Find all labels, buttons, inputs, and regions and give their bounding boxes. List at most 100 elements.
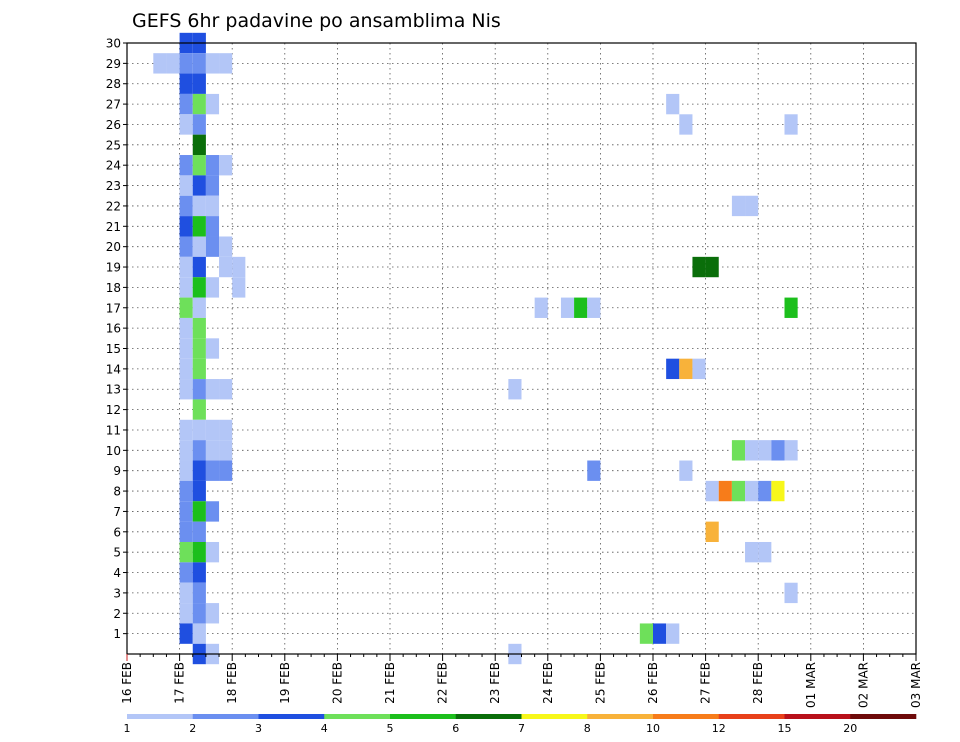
heatmap-cell <box>574 297 588 318</box>
y-tick-label: 6 <box>113 525 121 539</box>
heatmap-cell <box>179 175 193 196</box>
heatmap-cell <box>731 440 746 461</box>
colorbar-swatch <box>784 714 851 719</box>
heatmap-cell <box>179 419 193 441</box>
colorbar-label: 3 <box>255 722 262 735</box>
heatmap-cell <box>179 541 193 563</box>
heatmap-cell <box>192 155 206 176</box>
x-tick-label: 20 FEB <box>330 662 344 704</box>
x-tick-label: 27 FEB <box>699 662 713 704</box>
heatmap-cell <box>205 501 220 522</box>
heatmap-cell <box>192 379 206 400</box>
x-tick-label: 01 MAR <box>804 662 818 708</box>
heatmap-cell <box>179 582 193 604</box>
colorbar-label: 6 <box>452 722 459 735</box>
heatmap-cell <box>179 297 193 318</box>
heatmap-cell <box>153 53 167 74</box>
y-axis: 1234567891011121314151617181920212223242… <box>106 37 127 641</box>
heatmap-cell <box>192 195 206 217</box>
heatmap-cell <box>179 603 193 624</box>
heatmap-cell <box>192 338 206 359</box>
heatmap-cell <box>192 216 206 237</box>
heatmap-cell <box>179 379 193 400</box>
heatmap-cell <box>166 53 180 74</box>
heatmap-cell <box>587 460 601 481</box>
heatmap-cell <box>205 603 220 624</box>
y-tick-label: 30 <box>106 37 121 51</box>
heatmap-cell <box>745 195 759 217</box>
heatmap-cell <box>666 358 680 380</box>
heatmap-cell <box>179 501 193 522</box>
heatmap-cell <box>784 582 798 604</box>
heatmap-cell <box>758 480 772 502</box>
colorbar-label: 12 <box>712 722 726 735</box>
y-tick-label: 18 <box>106 281 121 295</box>
heatmap-cell <box>692 256 706 278</box>
heatmap-cell <box>219 460 233 481</box>
heatmap-cell <box>179 256 193 278</box>
heatmap-cell <box>179 440 193 461</box>
y-tick-label: 5 <box>113 546 121 560</box>
heatmap-cell <box>192 419 206 441</box>
heatmap-cell <box>205 460 220 481</box>
colorbar-label: 20 <box>843 722 857 735</box>
heatmap-cell <box>205 277 220 298</box>
x-tick-label: 21 FEB <box>383 662 397 704</box>
heatmap-cell <box>179 73 193 94</box>
heatmap-cell <box>192 480 206 502</box>
heatmap-cell <box>179 277 193 298</box>
heatmap-cell <box>192 562 206 583</box>
heatmap-cell <box>219 155 233 176</box>
y-tick-label: 19 <box>106 261 121 275</box>
colorbar-label: 15 <box>778 722 792 735</box>
heatmap-cell <box>179 53 193 74</box>
colorbar-legend: 1 2 3 4 5 6 7 8 10 12 15 20 <box>124 714 917 735</box>
heatmap-cell <box>219 440 233 461</box>
heatmap-cell <box>205 419 220 441</box>
heatmap-cell <box>205 93 220 115</box>
heatmap-cell <box>192 460 206 481</box>
heatmap-cell <box>758 440 772 461</box>
x-tick-label: 28 FEB <box>751 662 765 704</box>
heatmap-cell <box>192 317 206 339</box>
heatmap-cell <box>205 338 220 359</box>
heatmap-cell <box>192 541 206 563</box>
heatmap-cell <box>205 379 220 400</box>
colorbar-swatch <box>192 714 259 719</box>
heatmap-cell <box>192 114 206 135</box>
heatmap-cell <box>771 480 785 502</box>
data-cells <box>153 32 798 665</box>
colorbar-swatch <box>587 714 654 719</box>
heatmap-cell <box>587 297 601 318</box>
heatmap-cell <box>205 155 220 176</box>
heatmap-cell <box>192 93 206 115</box>
heatmap-cell <box>192 175 206 196</box>
heatmap-cell <box>179 114 193 135</box>
heatmap-cell <box>745 541 759 563</box>
x-tick-label: 19 FEB <box>278 662 292 704</box>
y-tick-label: 13 <box>106 383 121 397</box>
heatmap-cell <box>784 297 798 318</box>
heatmap-cell <box>192 358 206 380</box>
heatmap-cell <box>534 297 548 318</box>
x-tick-label: 18 FEB <box>225 662 239 704</box>
y-tick-label: 27 <box>106 98 121 112</box>
colorbar-label: 10 <box>646 722 660 735</box>
y-tick-label: 20 <box>106 240 121 254</box>
y-tick-label: 3 <box>113 586 121 600</box>
y-tick-label: 7 <box>113 505 121 519</box>
heatmap-cell <box>718 480 732 502</box>
y-tick-label: 29 <box>106 57 121 71</box>
heatmap-cell <box>192 134 206 156</box>
x-tick-label: 17 FEB <box>173 662 187 704</box>
y-tick-label: 22 <box>106 199 121 213</box>
y-tick-label: 14 <box>106 362 121 376</box>
heatmap-cell <box>179 521 193 542</box>
x-tick-label: 22 FEB <box>436 662 450 704</box>
heatmap-cell <box>666 623 680 644</box>
heatmap-cell <box>731 480 746 502</box>
colorbar-swatch <box>521 714 588 719</box>
heatmap-cell <box>219 256 233 278</box>
heatmap-cell <box>731 195 746 217</box>
heatmap-cell <box>179 623 193 644</box>
